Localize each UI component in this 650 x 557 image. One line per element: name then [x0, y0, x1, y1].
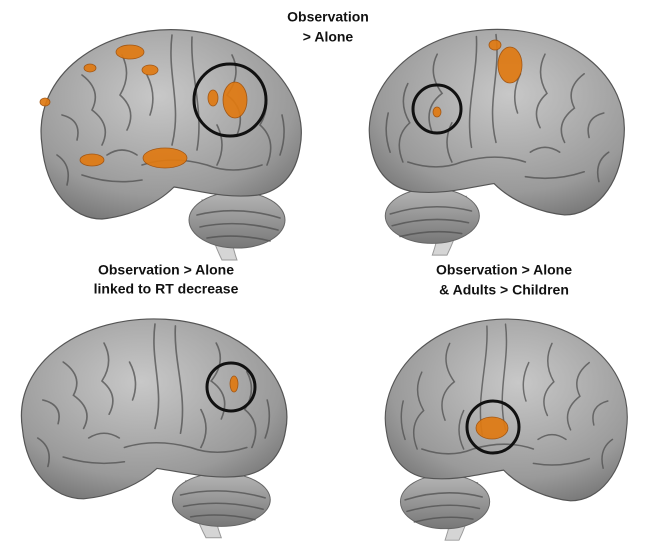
brain-lateral-left: [40, 30, 301, 260]
figure: Observation > Alone Observation > Alone …: [0, 0, 650, 557]
activation: [142, 65, 158, 75]
activation: [80, 154, 104, 166]
brain-lateral-right: [369, 29, 624, 255]
activation: [498, 47, 522, 83]
activation: [40, 98, 50, 106]
panel-label: linked to RT decrease: [94, 281, 239, 297]
activation: [208, 90, 218, 106]
activation: [476, 417, 508, 439]
panel-label: Observation: [287, 9, 369, 25]
activation: [116, 45, 144, 59]
panel-label: Observation > Alone: [436, 262, 572, 278]
brain-lateral-left-2: [21, 319, 286, 538]
brain-lateral-right-2: [385, 319, 627, 540]
activation: [230, 376, 238, 392]
panel-label: & Adults > Children: [439, 282, 569, 298]
activation: [489, 40, 501, 50]
activation: [433, 107, 441, 117]
panel-label: Observation > Alone: [98, 262, 234, 278]
panel-label: > Alone: [303, 29, 354, 45]
activation: [84, 64, 96, 72]
activation: [223, 82, 247, 118]
activation: [143, 148, 187, 168]
